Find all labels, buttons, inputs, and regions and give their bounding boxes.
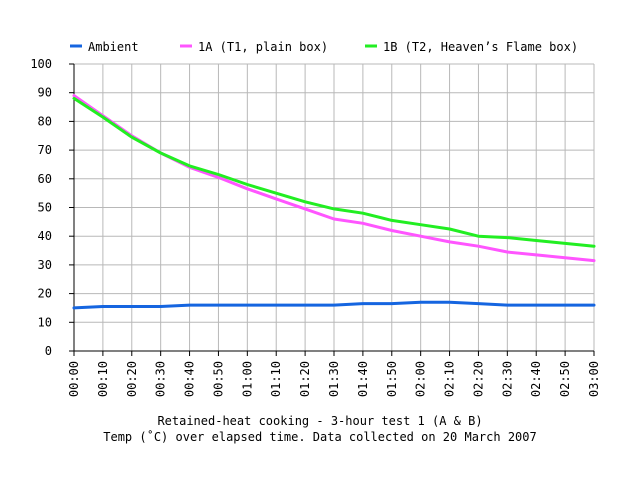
y-tick-label: 90 [38,86,52,100]
y-tick-label: 60 [38,172,52,186]
y-tick-label: 20 [38,287,52,301]
x-tick-label: 01:30 [327,361,341,397]
x-tick-label: 01:00 [240,361,254,397]
x-tick-label: 00:00 [67,361,81,397]
x-tick-label: 03:00 [587,361,601,397]
legend: Ambient 1A (T1, plain box) 1B (T2, Heaven’… [70,40,578,54]
y-tick-label: 50 [38,201,52,215]
x-tick-label: 02:40 [529,361,543,397]
legend-label-0: Ambient [88,40,139,54]
x-tick-label: 02:30 [500,361,514,397]
series-line-0 [72,300,596,310]
series-lines [72,94,596,310]
y-tick-label: 80 [38,114,52,128]
legend-label-2: 1B (T2, Heaven’s Flame box) [383,40,578,54]
y-tick-label: 0 [45,344,52,358]
x-tick-label: 00:10 [96,361,110,397]
chart-subtitle: Temp (˚C) over elapsed time. Data collec… [103,430,537,444]
chart-title: Retained-heat cooking - 3-hour test 1 (A… [157,414,483,428]
x-tick-label: 02:20 [471,361,485,397]
x-tick-label: 01:50 [385,361,399,397]
x-tick-label: 00:50 [211,361,225,397]
legend-label-1: 1A (T1, plain box) [198,40,328,54]
x-tick-label: 01:40 [356,361,370,397]
x-tick-label: 00:30 [154,361,168,397]
axes [69,63,595,356]
x-tick-label: 02:50 [558,361,572,397]
x-tick-label: 01:10 [269,361,283,397]
y-tick-labels: 0 10 20 30 40 50 60 70 80 90 100 [30,57,52,358]
y-tick-label: 70 [38,143,52,157]
x-tick-label: 02:00 [414,361,428,397]
y-tick-label: 40 [38,229,52,243]
x-tick-labels: 00:00 00:10 00:20 00:30 00:40 00:50 01:00 01:10… [67,361,601,397]
x-tick-label: 01:20 [298,361,312,397]
series-line-2 [72,96,596,248]
y-tick-label: 100 [30,57,52,71]
x-tick-label: 00:40 [183,361,197,397]
y-tick-label: 30 [38,258,52,272]
x-tick-label: 00:20 [125,361,139,397]
x-tick-label: 02:10 [443,361,457,397]
y-tick-label: 10 [38,315,52,329]
